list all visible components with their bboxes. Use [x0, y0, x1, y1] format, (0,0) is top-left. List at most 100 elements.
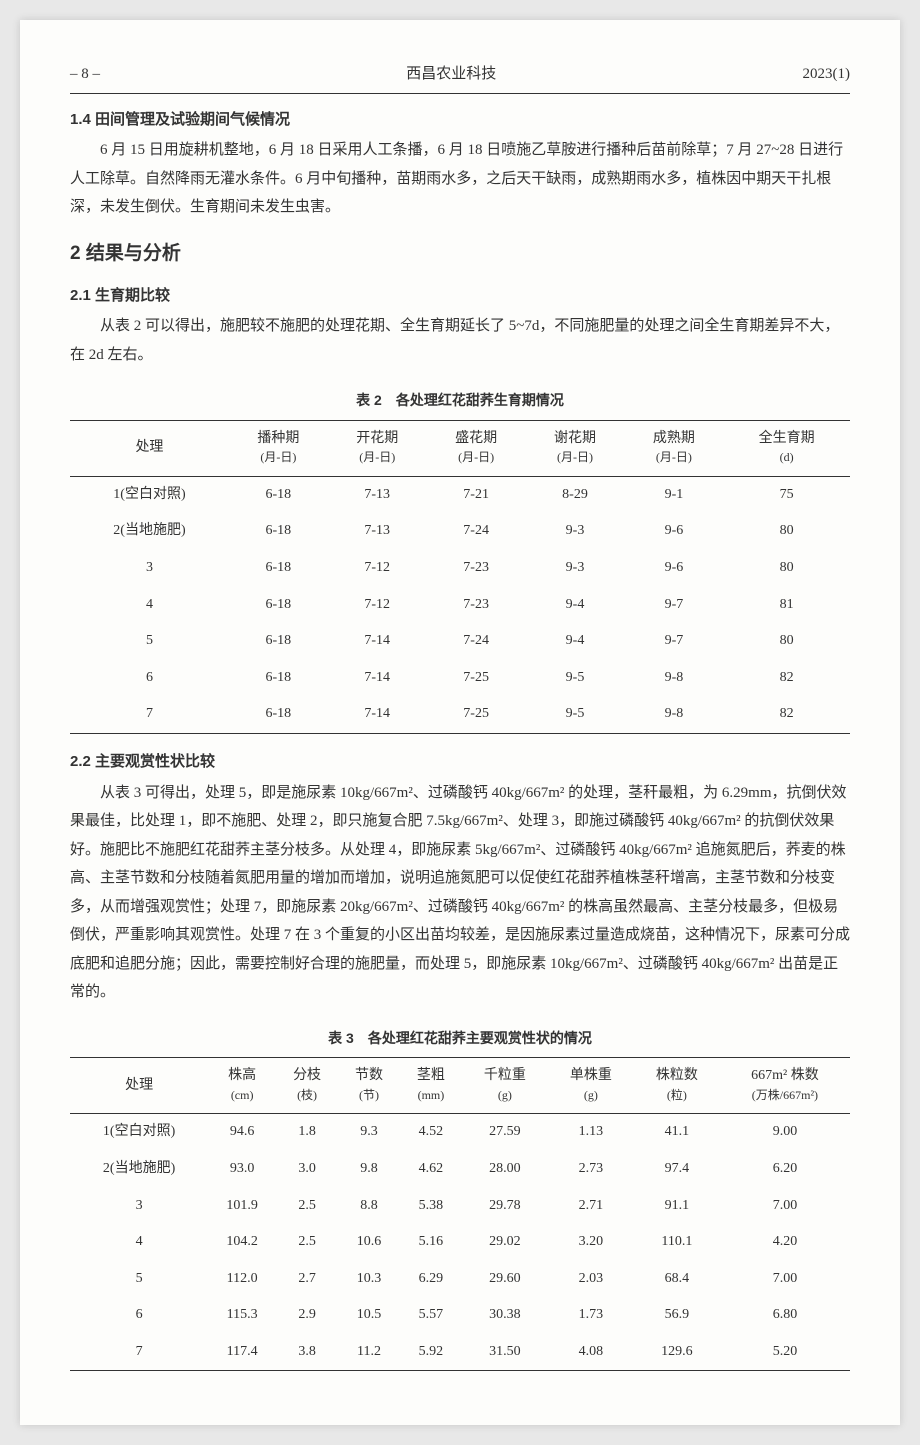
table-cell: 10.3 — [338, 1261, 400, 1298]
table-header-cell: 667m² 株数(万株/667m²) — [720, 1058, 850, 1114]
table-cell: 7-25 — [427, 696, 526, 733]
table-cell: 9-7 — [624, 587, 723, 624]
table-cell: 129.6 — [634, 1334, 720, 1371]
table-cell: 9-4 — [526, 623, 625, 660]
table-cell: 1(空白对照) — [70, 1114, 208, 1151]
table-cell: 9-3 — [526, 550, 625, 587]
table-cell: 9-6 — [624, 550, 723, 587]
table-cell: 80 — [723, 623, 850, 660]
table-row: 6115.32.910.55.5730.381.7356.96.80 — [70, 1297, 850, 1334]
table-cell: 4.52 — [400, 1114, 462, 1151]
table-header-cell: 播种期(月-日) — [229, 420, 328, 476]
table-cell: 80 — [723, 550, 850, 587]
table-cell: 2.9 — [276, 1297, 338, 1334]
table-cell: 7 — [70, 1334, 208, 1371]
table-header-cell: 分枝(枝) — [276, 1058, 338, 1114]
table-cell: 7 — [70, 696, 229, 733]
table-cell: 9-3 — [526, 513, 625, 550]
table-cell: 6.80 — [720, 1297, 850, 1334]
table-cell: 6.29 — [400, 1261, 462, 1298]
table-cell: 9.3 — [338, 1114, 400, 1151]
table-cell: 7-14 — [328, 623, 427, 660]
table-cell: 117.4 — [208, 1334, 276, 1371]
table-cell: 1.13 — [548, 1114, 634, 1151]
table-cell: 2.71 — [548, 1188, 634, 1225]
table-cell: 7-12 — [328, 550, 427, 587]
table-header-cell: 成熟期(月-日) — [624, 420, 723, 476]
table-row: 66-187-147-259-59-882 — [70, 660, 850, 697]
table-cell: 68.4 — [634, 1261, 720, 1298]
table-cell: 6-18 — [229, 587, 328, 624]
table-cell: 9-8 — [624, 696, 723, 733]
table-cell: 75 — [723, 476, 850, 513]
table-cell: 101.9 — [208, 1188, 276, 1225]
table-header-cell: 处理 — [70, 420, 229, 476]
table-row: 36-187-127-239-39-680 — [70, 550, 850, 587]
table-cell: 112.0 — [208, 1261, 276, 1298]
table-cell: 9-6 — [624, 513, 723, 550]
table-cell: 11.2 — [338, 1334, 400, 1371]
table-cell: 29.02 — [462, 1224, 548, 1261]
table-cell: 5.92 — [400, 1334, 462, 1371]
table-header-cell: 千粒重(g) — [462, 1058, 548, 1114]
table-cell: 2.5 — [276, 1224, 338, 1261]
table-cell: 28.00 — [462, 1151, 548, 1188]
table-header-cell: 单株重(g) — [548, 1058, 634, 1114]
table-header-cell: 株粒数(粒) — [634, 1058, 720, 1114]
table-cell: 93.0 — [208, 1151, 276, 1188]
table-cell: 29.60 — [462, 1261, 548, 1298]
table-cell: 2(当地施肥) — [70, 513, 229, 550]
table-2: 处理播种期(月-日)开花期(月-日)盛花期(月-日)谢花期(月-日)成熟期(月-… — [70, 420, 850, 734]
table-2-title: 表 2 各处理红花甜荞生育期情况 — [70, 387, 850, 414]
table-cell: 9-1 — [624, 476, 723, 513]
table-cell: 7-13 — [328, 513, 427, 550]
table-cell: 6-18 — [229, 513, 328, 550]
document-page: – 8 – 西昌农业科技 2023(1) 1.4 田间管理及试验期间气候情况 6… — [20, 20, 900, 1425]
table-cell: 82 — [723, 660, 850, 697]
table-cell: 4.20 — [720, 1224, 850, 1261]
section-1-4-title: 1.4 田间管理及试验期间气候情况 — [70, 106, 850, 135]
table-row: 7117.43.811.25.9231.504.08129.65.20 — [70, 1334, 850, 1371]
table-row: 1(空白对照)6-187-137-218-299-175 — [70, 476, 850, 513]
table-row: 5112.02.710.36.2929.602.0368.47.00 — [70, 1261, 850, 1298]
table-cell: 1(空白对照) — [70, 476, 229, 513]
table-cell: 6.20 — [720, 1151, 850, 1188]
table-cell: 115.3 — [208, 1297, 276, 1334]
table-cell: 7-12 — [328, 587, 427, 624]
table-header-cell: 开花期(月-日) — [328, 420, 427, 476]
section-2-2-para: 从表 3 可得出，处理 5，即是施尿素 10kg/667m²、过磷酸钙 40kg… — [70, 779, 850, 1007]
table-header-cell: 茎粗(mm) — [400, 1058, 462, 1114]
section-1-4-para: 6 月 15 日用旋耕机整地，6 月 18 日采用人工条播，6 月 18 日喷施… — [70, 136, 850, 222]
table-cell: 1.8 — [276, 1114, 338, 1151]
table-header-cell: 盛花期(月-日) — [427, 420, 526, 476]
issue-number: 2023(1) — [803, 60, 851, 89]
table-cell: 2.5 — [276, 1188, 338, 1225]
table-cell: 2.03 — [548, 1261, 634, 1298]
table-row: 76-187-147-259-59-882 — [70, 696, 850, 733]
table-cell: 29.78 — [462, 1188, 548, 1225]
page-header: – 8 – 西昌农业科技 2023(1) — [70, 60, 850, 94]
section-2-2-title: 2.2 主要观赏性状比较 — [70, 748, 850, 777]
table-cell: 7-25 — [427, 660, 526, 697]
section-2-1-para: 从表 2 可以得出，施肥较不施肥的处理花期、全生育期延长了 5~7d，不同施肥量… — [70, 312, 850, 369]
table-row: 4104.22.510.65.1629.023.20110.14.20 — [70, 1224, 850, 1261]
table-3: 处理株高(cm)分枝(枝)节数(节)茎粗(mm)千粒重(g)单株重(g)株粒数(… — [70, 1057, 850, 1371]
table-cell: 2(当地施肥) — [70, 1151, 208, 1188]
table-header-cell: 谢花期(月-日) — [526, 420, 625, 476]
table-cell: 82 — [723, 696, 850, 733]
table-cell: 9-4 — [526, 587, 625, 624]
table-cell: 9-8 — [624, 660, 723, 697]
table-cell: 9-5 — [526, 660, 625, 697]
table-cell: 80 — [723, 513, 850, 550]
table-cell: 7-23 — [427, 587, 526, 624]
table-cell: 5 — [70, 623, 229, 660]
table-cell: 4 — [70, 1224, 208, 1261]
table-cell: 7-13 — [328, 476, 427, 513]
table-cell: 3 — [70, 1188, 208, 1225]
table-cell: 6-18 — [229, 696, 328, 733]
table-header-cell: 节数(节) — [338, 1058, 400, 1114]
table-cell: 27.59 — [462, 1114, 548, 1151]
table-cell: 5.57 — [400, 1297, 462, 1334]
table-row: 1(空白对照)94.61.89.34.5227.591.1341.19.00 — [70, 1114, 850, 1151]
table-row: 2(当地施肥)93.03.09.84.6228.002.7397.46.20 — [70, 1151, 850, 1188]
